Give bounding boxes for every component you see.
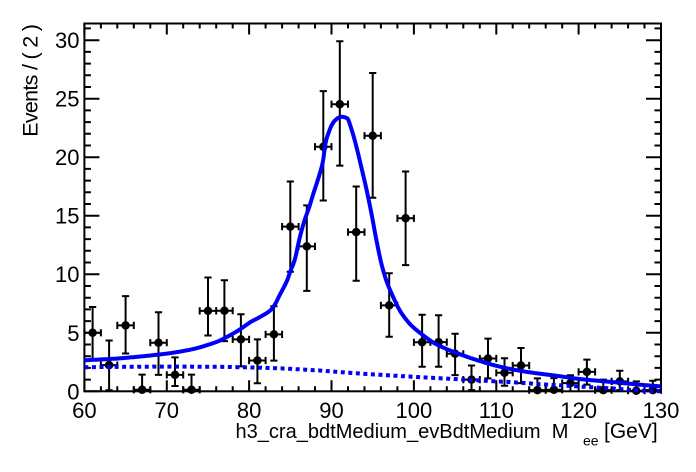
svg-text:h3_cra_bdtMedium_evBdtMedium: h3_cra_bdtMedium_evBdtMedium M (236, 421, 569, 443)
svg-text:ee: ee (583, 433, 599, 449)
svg-text:120: 120 (560, 398, 597, 423)
svg-text:10: 10 (55, 262, 79, 287)
svg-text:25: 25 (55, 87, 79, 112)
svg-text:[GeV]: [GeV] (604, 420, 658, 443)
svg-text:100: 100 (396, 398, 433, 423)
svg-text:70: 70 (155, 398, 179, 423)
svg-text:Events / ( 2 ): Events / ( 2 ) (19, 25, 43, 137)
svg-text:80: 80 (237, 398, 261, 423)
svg-text:5: 5 (67, 321, 79, 346)
svg-text:110: 110 (479, 398, 514, 423)
svg-text:20: 20 (55, 145, 79, 170)
svg-text:90: 90 (319, 398, 343, 423)
svg-text:15: 15 (55, 204, 79, 229)
svg-text:130: 130 (643, 398, 680, 423)
svg-text:60: 60 (72, 398, 96, 423)
svg-text:30: 30 (55, 28, 79, 53)
svg-text:0: 0 (67, 379, 79, 404)
